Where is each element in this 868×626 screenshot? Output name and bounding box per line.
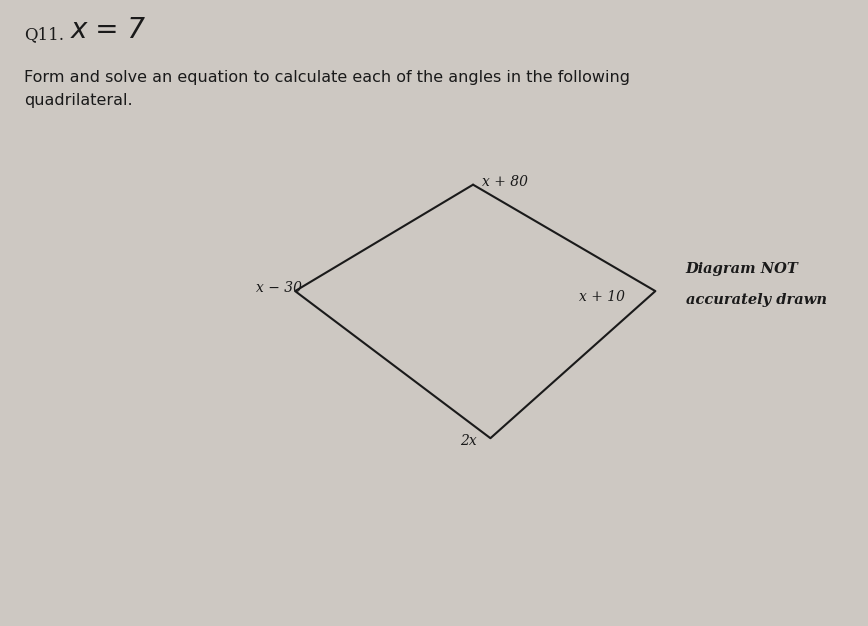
Text: x − 30: x − 30: [256, 281, 302, 295]
Text: Q11.: Q11.: [24, 26, 64, 43]
Text: Form and solve an equation to calculate each of the angles in the following: Form and solve an equation to calculate …: [24, 70, 630, 85]
Text: 2x: 2x: [460, 434, 477, 448]
Text: x + 10: x + 10: [579, 290, 625, 304]
Text: x = 7: x = 7: [71, 16, 146, 44]
Text: quadrilateral.: quadrilateral.: [24, 93, 133, 108]
Text: x + 80: x + 80: [482, 175, 528, 189]
Text: Diagram NOT: Diagram NOT: [686, 262, 799, 276]
Text: accurately drawn: accurately drawn: [686, 294, 826, 307]
